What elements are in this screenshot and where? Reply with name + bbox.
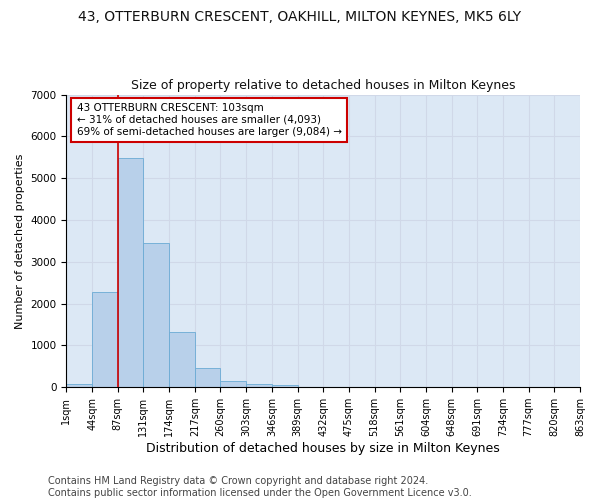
Text: Contains HM Land Registry data © Crown copyright and database right 2024.
Contai: Contains HM Land Registry data © Crown c… — [48, 476, 472, 498]
Bar — [220, 380, 246, 387]
Bar — [92, 292, 118, 387]
X-axis label: Distribution of detached houses by size in Milton Keynes: Distribution of detached houses by size … — [146, 442, 500, 455]
Bar — [143, 243, 169, 387]
Bar — [67, 384, 92, 387]
Bar — [118, 158, 143, 387]
Y-axis label: Number of detached properties: Number of detached properties — [15, 153, 25, 328]
Text: 43 OTTERBURN CRESCENT: 103sqm
← 31% of detached houses are smaller (4,093)
69% o: 43 OTTERBURN CRESCENT: 103sqm ← 31% of d… — [77, 104, 341, 136]
Bar — [169, 332, 195, 387]
Text: 43, OTTERBURN CRESCENT, OAKHILL, MILTON KEYNES, MK5 6LY: 43, OTTERBURN CRESCENT, OAKHILL, MILTON … — [79, 10, 521, 24]
Bar — [246, 384, 272, 387]
Bar — [272, 385, 298, 387]
Bar — [195, 368, 220, 387]
Title: Size of property relative to detached houses in Milton Keynes: Size of property relative to detached ho… — [131, 79, 515, 92]
